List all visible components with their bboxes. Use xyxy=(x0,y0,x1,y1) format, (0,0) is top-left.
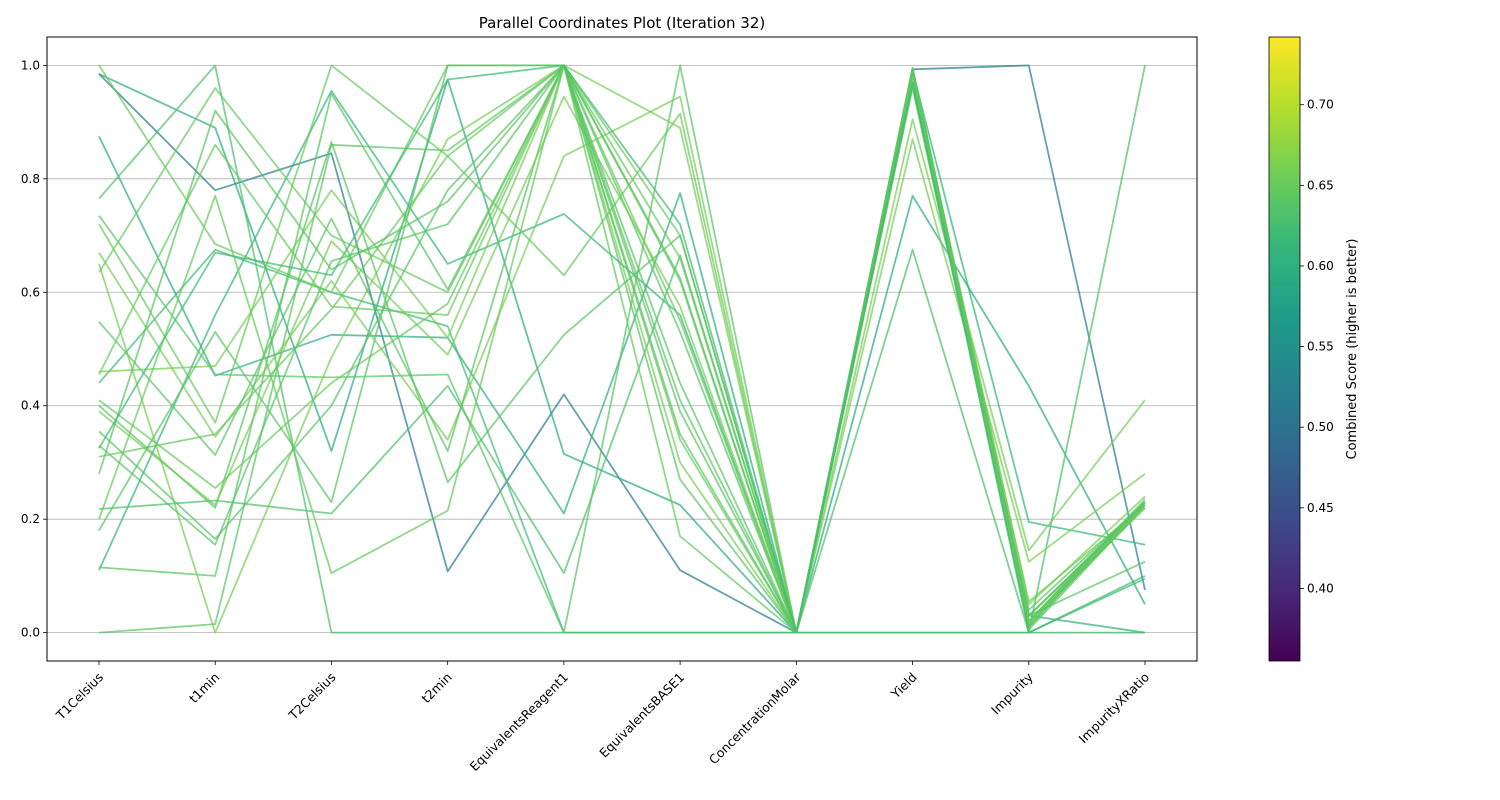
colorbar-tick-label: 0.55 xyxy=(1307,340,1334,354)
series-line xyxy=(98,64,1146,634)
plot-frame xyxy=(46,36,1198,662)
y-tick-label: 0.4 xyxy=(21,399,40,413)
colorbar-tick-label: 0.40 xyxy=(1307,581,1334,595)
x-tick-label: ImpurityXRatio xyxy=(1076,670,1153,747)
x-tick-label: ConcentrationMolar xyxy=(706,669,804,767)
x-tick-label: t1min xyxy=(186,670,222,706)
y-tick-label: 0.6 xyxy=(21,285,40,299)
y-axis: 0.0 0.2 0.4 0.6 0.8 1.0 xyxy=(21,58,47,640)
x-tick-label: T2Celsius xyxy=(285,670,339,724)
y-tick-label: 0.8 xyxy=(21,172,40,186)
series-line xyxy=(98,64,1146,634)
chart-title: Parallel Coordinates Plot (Iteration 32) xyxy=(479,14,765,32)
x-tick-label: EquivalentsReagent1 xyxy=(467,670,571,774)
colorbar-tick-label: 0.65 xyxy=(1307,178,1334,192)
y-tick-label: 0.2 xyxy=(21,512,40,526)
colorbar-label: Combined Score (higher is better) xyxy=(1345,239,1360,460)
x-axis: T1Celsius t1min T2Celsius t2min EquivalentsR… xyxy=(52,661,1152,774)
y-tick-label: 0.0 xyxy=(21,626,40,640)
series-line xyxy=(98,248,1145,634)
series-line xyxy=(98,73,1146,634)
series-lines xyxy=(98,64,1146,634)
y-tick-label: 1.0 xyxy=(21,58,40,72)
x-tick-label: Impurity xyxy=(988,669,1036,717)
colorbar-tick-label: 0.50 xyxy=(1307,420,1334,434)
series-line xyxy=(98,64,1146,634)
colorbar xyxy=(1268,36,1301,662)
x-tick-label: Yield xyxy=(887,670,919,702)
colorbar-tick-label: 0.70 xyxy=(1307,98,1334,112)
colorbar-tick-label: 0.45 xyxy=(1307,501,1334,515)
series-line xyxy=(98,64,1146,634)
x-tick-label: t2min xyxy=(418,670,454,706)
x-tick-label: T1Celsius xyxy=(52,670,106,724)
colorbar-tick-label: 0.60 xyxy=(1307,259,1334,273)
colorbar-ticks: 0.40 0.45 0.50 0.55 0.60 0.65 0.70 xyxy=(1300,98,1334,595)
x-tick-label: EquivalentsBASE1 xyxy=(596,670,687,761)
